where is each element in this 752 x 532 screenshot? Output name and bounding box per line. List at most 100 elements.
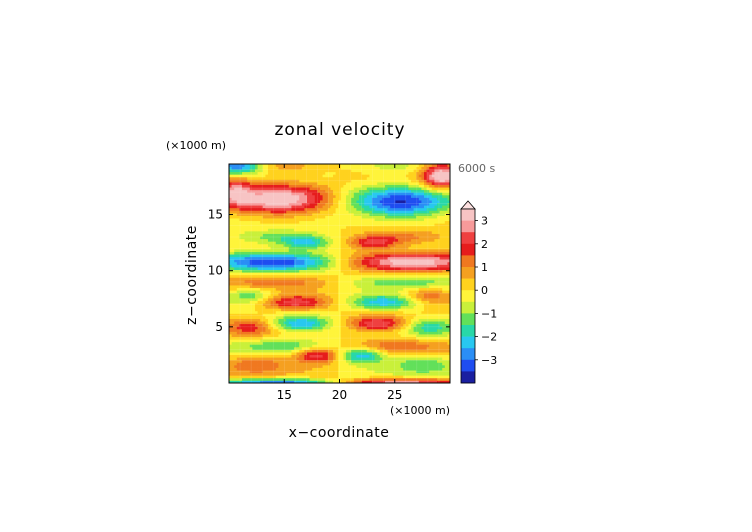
field-cell [281, 285, 284, 289]
field-cell [437, 297, 440, 301]
field-cell [439, 331, 443, 335]
field-cell [299, 346, 303, 350]
field-cell [262, 287, 266, 291]
field-cell [418, 295, 422, 299]
field-cell [359, 259, 362, 263]
field-cell [405, 362, 409, 366]
field-cell [398, 318, 401, 322]
field-cell [327, 331, 331, 335]
field-cell [439, 318, 443, 322]
field-cell [286, 326, 290, 330]
field-cell [307, 305, 310, 309]
field-cell [400, 295, 404, 299]
field-cell [317, 238, 321, 242]
field-cell [442, 318, 446, 322]
field-cell [273, 238, 277, 242]
field-cell [447, 274, 451, 278]
field-cell [439, 370, 443, 374]
field-cell [348, 375, 352, 379]
field-cell [444, 285, 448, 289]
field-cell [431, 339, 435, 343]
field-cell [351, 256, 355, 260]
field-cell [385, 251, 388, 255]
field-cell [291, 249, 295, 252]
field-cell [236, 290, 240, 294]
field-cell [283, 246, 287, 250]
field-cell [361, 334, 365, 337]
field-cell [416, 328, 420, 332]
field-cell [317, 292, 321, 296]
field-cell [286, 287, 290, 291]
field-cell [346, 310, 349, 314]
field-cell [231, 272, 235, 276]
field-cell [273, 370, 277, 374]
field-cell [288, 331, 292, 335]
field-cell [361, 336, 365, 340]
field-cell [379, 316, 383, 319]
field-cell [411, 243, 414, 247]
field-cell [229, 282, 232, 286]
field-cell [286, 375, 290, 379]
field-cell [231, 341, 235, 345]
field-cell [273, 241, 277, 245]
field-cell [322, 251, 326, 255]
field-cell [268, 292, 271, 296]
field-cell [327, 328, 331, 332]
field-cell [426, 370, 430, 374]
field-cell [392, 241, 396, 245]
field-cell [299, 274, 303, 278]
field-cell [294, 336, 297, 340]
field-cell [304, 370, 308, 374]
field-cell [424, 323, 427, 327]
field-cell [247, 261, 251, 265]
field-cell [413, 272, 417, 276]
field-cell [408, 251, 412, 255]
field-cell [288, 377, 292, 381]
field-cell [247, 328, 251, 332]
field-cell [408, 326, 412, 330]
field-cell [275, 354, 279, 358]
field-cell [314, 233, 318, 237]
field-cell [364, 370, 368, 374]
field-cell [439, 300, 443, 304]
field-cell [294, 305, 297, 309]
field-cell [385, 349, 388, 353]
field-cell [413, 269, 417, 273]
field-cell [270, 300, 274, 304]
field-cell [330, 290, 334, 294]
field-cell [364, 251, 368, 255]
field-cell [312, 359, 316, 363]
field-cell [366, 344, 370, 348]
field-cell [400, 318, 404, 322]
field-cell [296, 372, 300, 376]
field-cell [262, 344, 266, 348]
field-cell [359, 362, 362, 366]
field-cell [255, 241, 258, 245]
field-cell [426, 246, 430, 250]
field-cell [442, 303, 446, 307]
field-cell [431, 274, 435, 278]
field-cell [322, 339, 326, 343]
field-cell [387, 321, 391, 325]
field-cell [255, 310, 258, 314]
field-cell [296, 238, 300, 242]
field-cell [270, 285, 274, 289]
field-cell [325, 285, 329, 289]
field-cell [262, 367, 266, 371]
field-cell [275, 344, 279, 348]
field-cell [364, 377, 368, 381]
field-cell [257, 251, 261, 255]
field-cell [273, 321, 277, 325]
field-cell [439, 364, 443, 368]
field-cell [340, 364, 344, 368]
field-cell [398, 259, 401, 263]
field-cell [335, 310, 339, 314]
field-cell [416, 292, 420, 296]
field-cell [275, 321, 279, 325]
field-cell [320, 272, 323, 276]
field-cell [335, 377, 339, 381]
field-cell [385, 362, 388, 366]
field-cell [257, 341, 261, 345]
field-cell [356, 300, 360, 304]
field-cell [444, 279, 448, 283]
